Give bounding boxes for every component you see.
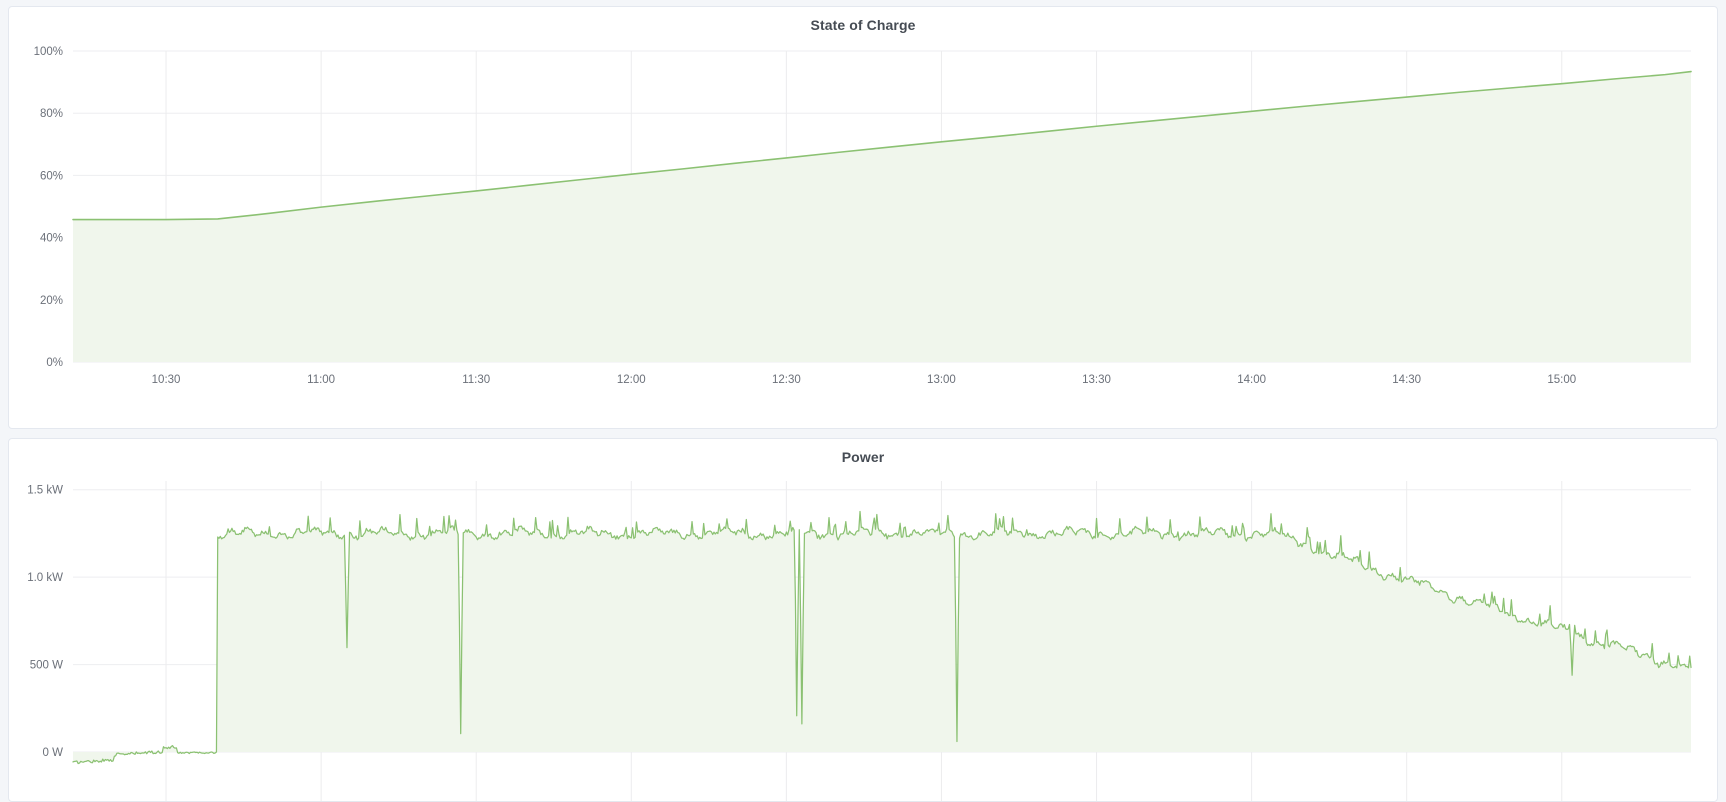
panel-state-of-charge[interactable]: State of Charge 100% 80% 60% 40% 20% 0% 10:30 1… (8, 6, 1718, 430)
x-tick-label: 13:00 (927, 374, 956, 386)
panel-title-power: Power (841, 449, 885, 466)
y-tick-label: 0% (46, 357, 63, 369)
x-tick-label: 11:00 (307, 374, 335, 386)
y-tick-label: 100% (34, 46, 63, 58)
y-tick-label: 0 W (43, 747, 64, 759)
soc-line (72, 70, 1692, 221)
power-area-fill (73, 511, 1691, 765)
y-tick-label: 20% (40, 295, 63, 307)
x-tick-label: 13:30 (1082, 374, 1111, 386)
y-tick-label: 1.5 kW (27, 485, 63, 497)
y-tick-label: 1.0 kW (27, 573, 63, 585)
chart-state-of-charge[interactable]: 100% 80% 60% 40% 20% 0% 10:30 11:00 11:30 12:00 12… (9, 37, 1717, 428)
panel-title-state-of-charge: State of Charge (810, 17, 916, 33)
y-tick-label: 40% (40, 233, 63, 245)
x-tick-label: 12:30 (772, 374, 801, 386)
chart-power[interactable]: 1.5 kW 1.0 kW 500 W 0 W (9, 469, 1718, 802)
soc-area-fill (73, 71, 1691, 362)
x-tick-label: 10:30 (152, 374, 181, 386)
x-tick-label: 11:30 (462, 374, 490, 386)
x-tick-label: 12:00 (617, 374, 646, 386)
y-tick-label: 60% (40, 170, 63, 182)
x-tick-label: 14:30 (1392, 374, 1421, 386)
power-line (72, 511, 1692, 765)
y-tick-label: 500 W (30, 660, 63, 672)
power-plot[interactable]: 1.5 kW 1.0 kW 500 W 0 W (9, 469, 1718, 802)
panel-power[interactable]: Power 1.5 kW 1.0 kW 500 W 0 W (8, 438, 1718, 802)
y-tick-label: 80% (40, 108, 63, 120)
x-tick-label: 15:00 (1547, 374, 1576, 386)
state-of-charge-plot[interactable]: 100% 80% 60% 40% 20% 0% 10:30 11:00 11:30 12:00 12… (9, 37, 1718, 429)
x-tick-label: 14:00 (1237, 374, 1266, 386)
